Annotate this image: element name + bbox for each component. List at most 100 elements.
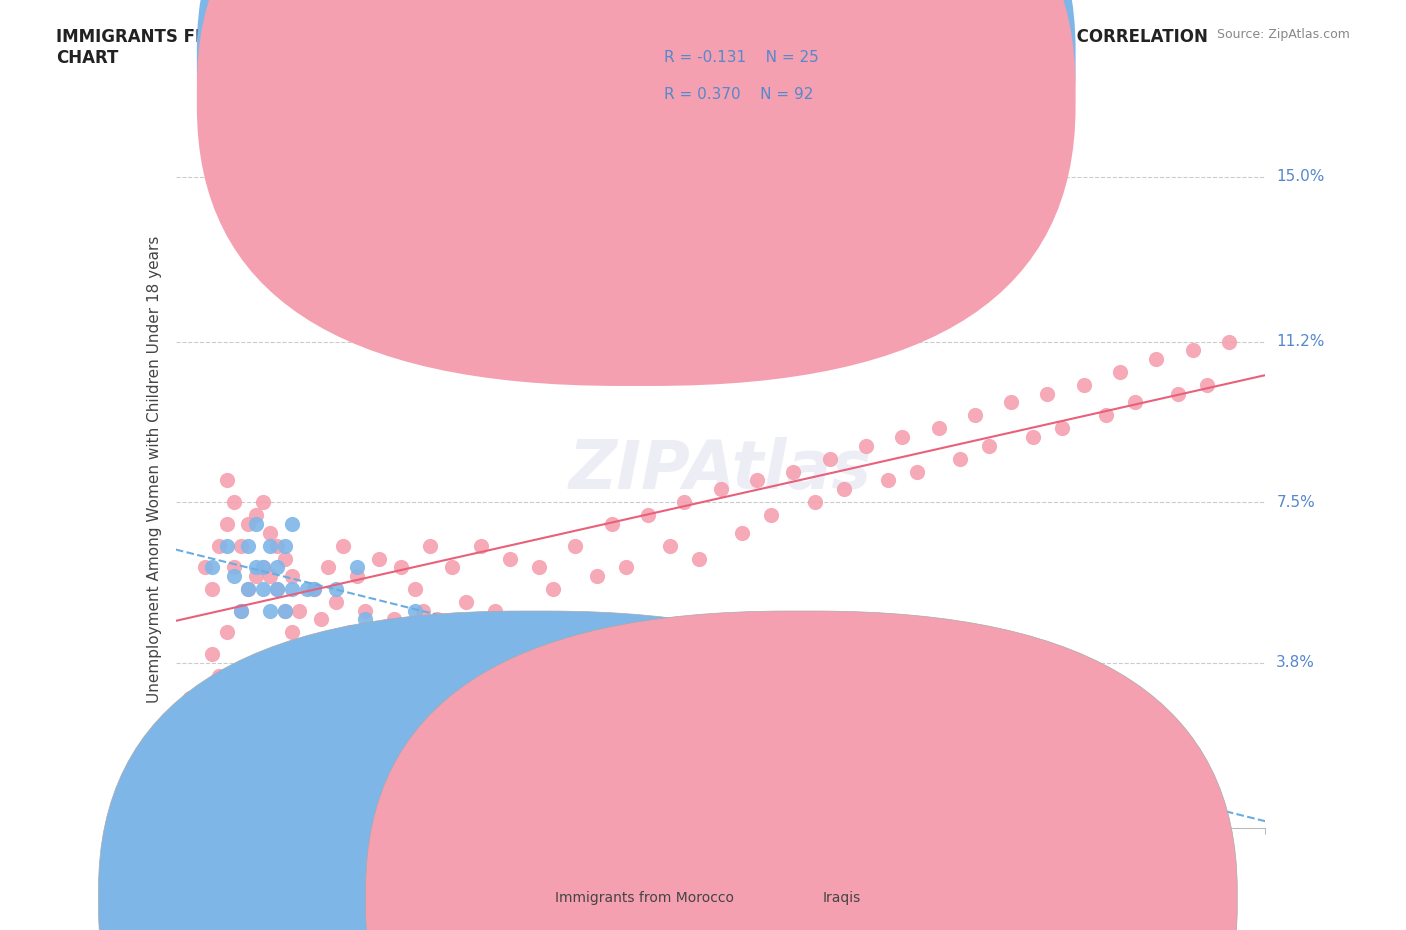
Point bbox=[1109, 365, 1132, 379]
Text: 3.8%: 3.8% bbox=[1277, 656, 1315, 671]
Point bbox=[761, 508, 783, 523]
Point bbox=[658, 538, 681, 553]
Point bbox=[281, 581, 304, 596]
Point bbox=[1167, 386, 1189, 401]
Point bbox=[389, 560, 412, 575]
Point bbox=[818, 451, 841, 466]
Point bbox=[274, 538, 297, 553]
Point bbox=[1181, 343, 1204, 358]
Point bbox=[499, 551, 522, 566]
Point bbox=[332, 538, 354, 553]
Point bbox=[215, 473, 238, 488]
Point bbox=[426, 612, 449, 627]
Point bbox=[673, 495, 696, 510]
Point bbox=[855, 438, 877, 453]
Point bbox=[1036, 386, 1059, 401]
Point bbox=[470, 538, 492, 553]
Point bbox=[1094, 408, 1116, 423]
Point bbox=[731, 525, 754, 540]
Point bbox=[1218, 334, 1240, 349]
Point bbox=[1000, 395, 1022, 410]
Point bbox=[318, 560, 340, 575]
Point bbox=[274, 604, 297, 618]
Point bbox=[1123, 395, 1146, 410]
Point bbox=[215, 625, 238, 640]
Point bbox=[353, 612, 375, 627]
Point bbox=[245, 508, 267, 523]
Point bbox=[266, 538, 288, 553]
Point bbox=[201, 560, 224, 575]
Point bbox=[208, 538, 231, 553]
Point bbox=[259, 568, 281, 583]
Point bbox=[238, 581, 260, 596]
Point bbox=[179, 690, 201, 705]
Point bbox=[637, 508, 659, 523]
Point bbox=[231, 604, 253, 618]
Point bbox=[281, 625, 304, 640]
Point bbox=[194, 698, 217, 713]
Point bbox=[186, 711, 209, 726]
Point bbox=[600, 516, 623, 531]
Point bbox=[245, 560, 267, 575]
Point bbox=[295, 581, 318, 596]
Point bbox=[513, 612, 536, 627]
Point bbox=[288, 604, 311, 618]
Point bbox=[222, 568, 245, 583]
Point bbox=[302, 581, 325, 596]
Point bbox=[259, 538, 281, 553]
Point bbox=[194, 560, 217, 575]
Text: ZIPAtlas: ZIPAtlas bbox=[569, 437, 872, 502]
Point bbox=[238, 538, 260, 553]
Point bbox=[419, 538, 441, 553]
Point bbox=[245, 568, 267, 583]
Text: IMMIGRANTS FROM MOROCCO VS IRAQI UNEMPLOYMENT AMONG WOMEN WITH CHILDREN UNDER 18: IMMIGRANTS FROM MOROCCO VS IRAQI UNEMPLO… bbox=[56, 28, 1208, 67]
Point bbox=[804, 495, 827, 510]
Point bbox=[302, 581, 325, 596]
Point bbox=[543, 581, 565, 596]
Point bbox=[201, 581, 224, 596]
Y-axis label: Unemployment Among Women with Children Under 18 years: Unemployment Among Women with Children U… bbox=[146, 236, 162, 703]
Point bbox=[368, 551, 391, 566]
Point bbox=[396, 625, 419, 640]
Point bbox=[252, 495, 274, 510]
Point bbox=[586, 568, 609, 583]
Text: Iraqis: Iraqis bbox=[823, 891, 860, 906]
Point bbox=[346, 560, 368, 575]
Point bbox=[405, 604, 427, 618]
Point bbox=[245, 516, 267, 531]
Point bbox=[949, 451, 972, 466]
Point bbox=[928, 421, 950, 436]
Point bbox=[281, 568, 304, 583]
Point bbox=[614, 560, 637, 575]
Point bbox=[688, 551, 710, 566]
Text: R = -0.131    N = 25: R = -0.131 N = 25 bbox=[664, 50, 818, 65]
Point bbox=[231, 604, 253, 618]
Point bbox=[710, 482, 733, 497]
Text: Immigrants from Morocco: Immigrants from Morocco bbox=[555, 891, 734, 906]
Text: 15.0%: 15.0% bbox=[1277, 169, 1324, 184]
Point bbox=[1022, 430, 1045, 445]
Point bbox=[905, 464, 928, 479]
Point bbox=[259, 604, 281, 618]
Point bbox=[1050, 421, 1073, 436]
Point bbox=[527, 560, 550, 575]
Text: R = 0.370    N = 92: R = 0.370 N = 92 bbox=[664, 87, 813, 102]
Point bbox=[309, 612, 332, 627]
Point bbox=[339, 625, 361, 640]
Point bbox=[252, 560, 274, 575]
Point bbox=[1146, 352, 1168, 366]
Point bbox=[238, 516, 260, 531]
Point bbox=[325, 594, 347, 609]
Point bbox=[325, 581, 347, 596]
Point bbox=[201, 646, 224, 661]
Point bbox=[456, 594, 478, 609]
Point bbox=[252, 581, 274, 596]
Point bbox=[484, 604, 506, 618]
Point bbox=[281, 516, 304, 531]
Point bbox=[382, 612, 405, 627]
Point bbox=[266, 560, 288, 575]
Point bbox=[1197, 378, 1219, 392]
Point bbox=[222, 560, 245, 575]
Point bbox=[832, 482, 855, 497]
Point bbox=[295, 646, 318, 661]
